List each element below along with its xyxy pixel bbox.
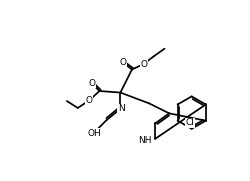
Text: O: O — [85, 96, 92, 105]
Text: N: N — [118, 104, 124, 113]
Text: OH: OH — [87, 129, 101, 138]
Text: O: O — [88, 79, 95, 88]
Text: O: O — [140, 60, 147, 69]
Text: NH: NH — [138, 136, 151, 145]
Text: O: O — [119, 58, 126, 67]
Text: Cl: Cl — [185, 119, 194, 127]
